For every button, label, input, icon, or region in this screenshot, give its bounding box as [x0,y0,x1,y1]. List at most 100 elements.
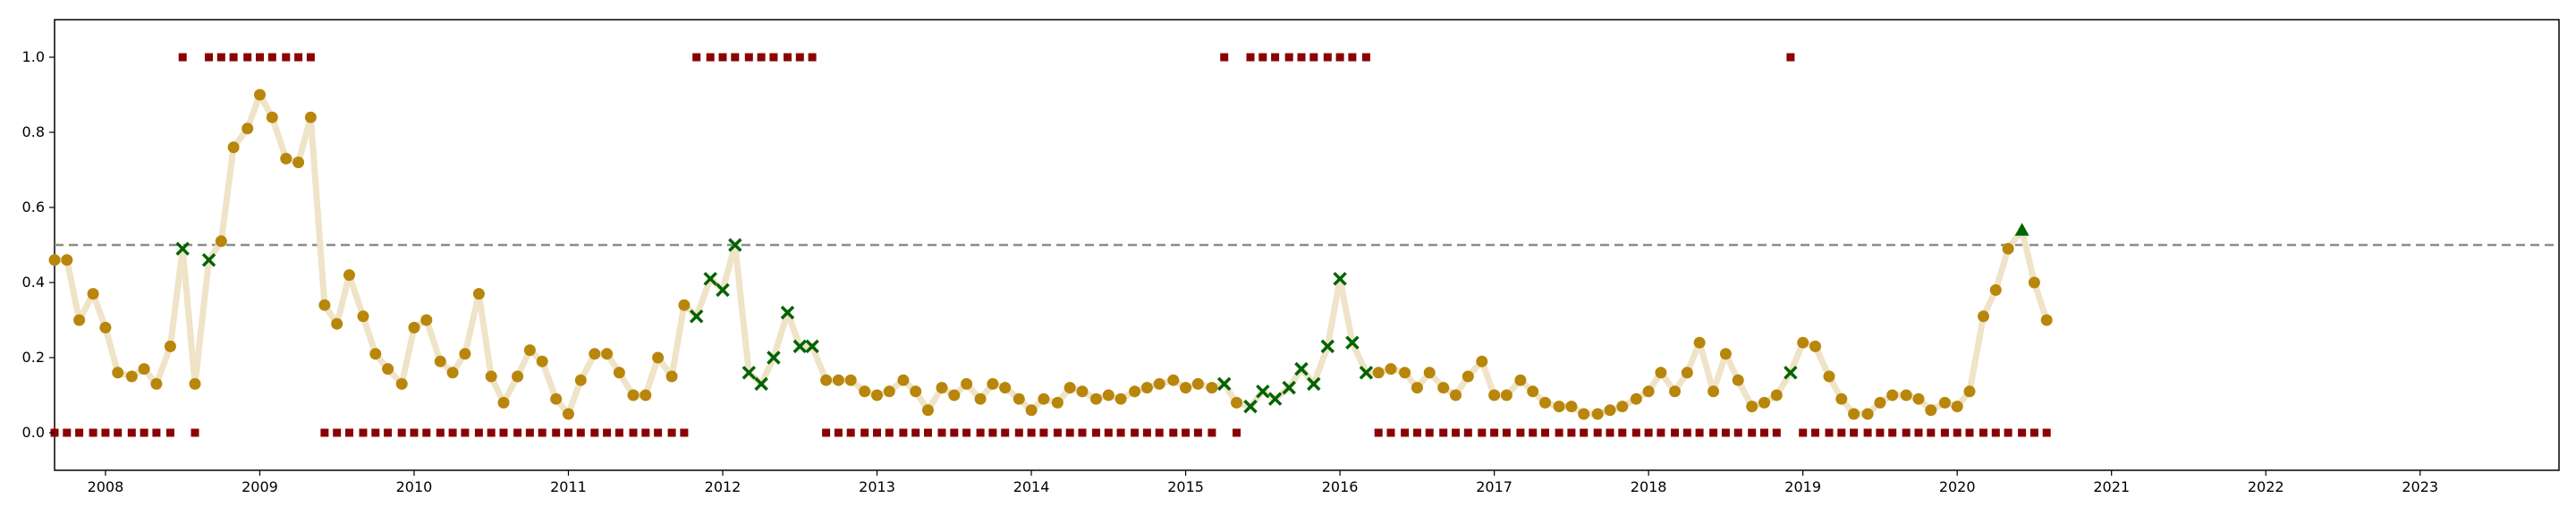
binary-square [1116,428,1125,437]
binary-square [2004,428,2012,437]
binary-square [1567,428,1576,437]
x-tick-label: 2023 [2402,478,2438,495]
score-point [1539,396,1551,409]
score-point [936,382,948,394]
binary-square [205,53,213,62]
score-point [1488,389,1501,401]
score-point [1372,367,1385,379]
score-point [859,385,871,398]
binary-square [1799,428,1808,437]
score-point [164,340,176,352]
score-point [138,363,150,376]
score-point [2002,242,2014,255]
binary-square [1348,53,1357,62]
score-cross [1345,335,1360,350]
score-point [1770,389,1783,401]
binary-square [1721,428,1730,437]
score-point [1399,367,1411,379]
score-point [1565,401,1578,413]
binary-square [1940,428,1949,437]
binary-square [757,53,766,62]
binary-square [410,428,419,437]
score-point [844,374,857,386]
score-point [1693,336,1706,349]
x-tick-label: 2018 [1631,478,1667,495]
binary-square [1606,428,1614,437]
binary-square [629,428,638,437]
binary-square [63,428,72,437]
score-point [1063,382,1076,394]
binary-square [1233,428,1241,437]
score-point [1835,393,1848,405]
binary-square [899,428,908,437]
score-point [369,348,382,360]
score-cross [1307,376,1321,392]
score-point [1642,385,1655,398]
score-point [420,314,433,326]
score-point [1848,408,1860,420]
binary-square [2029,428,2038,437]
binary-square [1065,428,1074,437]
binary-square [1979,428,1987,437]
binary-square [1965,428,1974,437]
binary-square [1014,428,1023,437]
score-point [512,370,524,383]
score-point [1989,283,2002,296]
score-cross [1243,399,1258,414]
binary-square [1618,428,1627,437]
binary-square [320,428,329,437]
score-point [574,374,587,386]
score-point [1231,396,1242,409]
binary-square [603,428,612,437]
x-tick-label: 2010 [396,478,433,495]
binary-square [1039,428,1048,437]
y-axis: 0.0 0.2 0.4 0.6 0.8 1.0 [22,48,55,441]
binary-square [641,428,650,437]
binary-square [436,428,445,437]
binary-square [1439,428,1448,437]
binary-square [1490,428,1499,437]
score-point [61,254,73,266]
score-point [1797,336,1809,349]
score-point [1823,370,1835,383]
score-point [446,367,459,379]
binary-square [1271,53,1280,62]
x-tick-label: 2008 [88,478,124,495]
binary-square [937,428,946,437]
score-point [227,141,240,154]
score-point [189,377,201,390]
binary-square [1786,53,1795,62]
score-point [1114,393,1127,405]
x-tick-label: 2012 [705,478,741,495]
score-marker-layer [48,89,2053,420]
score-point [832,374,844,386]
binary-square [2042,428,2051,437]
score-point [627,389,640,401]
score-point [1861,408,1874,420]
binary-square [89,428,97,437]
binary-square [860,428,869,437]
score-point [1553,401,1565,413]
binary-square [1361,53,1370,62]
binary-square [1837,428,1846,437]
score-point [215,235,227,248]
score-point [1978,310,1989,323]
score-cross [175,241,190,256]
binary-square [1425,428,1434,437]
binary-square [1927,428,1936,437]
score-point [1732,374,1744,386]
score-point [1616,401,1629,413]
score-point [395,377,408,390]
binary-square [784,53,792,62]
score-point [2040,314,2053,326]
score-cross [1333,272,1347,286]
binary-square [256,53,264,62]
score-point [1076,385,1089,398]
score-point [961,377,973,390]
score-cross [1294,361,1309,376]
binary-square [1258,53,1267,62]
score-point [434,355,446,367]
binary-square [706,53,715,62]
score-point [1938,396,1951,409]
